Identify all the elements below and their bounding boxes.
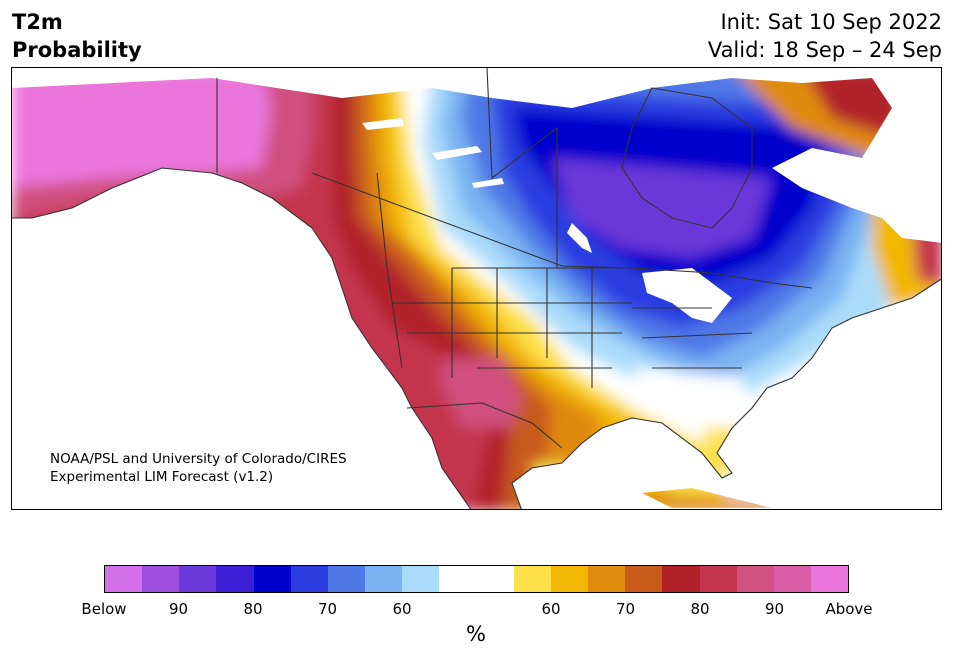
title-line-1: T2m <box>12 10 63 34</box>
colorbar-segment <box>290 566 328 592</box>
colorbar-tick-label: 80 <box>243 600 263 618</box>
colorbar-tick-label: 70 <box>615 600 636 618</box>
credit-line-1: NOAA/PSL and University of Colorado/CIRE… <box>50 451 347 467</box>
colorbar-tick-label: 90 <box>168 600 189 618</box>
colorbar-tick-label: 70 <box>317 600 338 618</box>
colorbar-segment <box>810 566 849 592</box>
valid-date: Valid: 18 Sep – 24 Sep <box>707 38 942 62</box>
forecast-dates: Init: Sat 10 Sep 2022 Valid: 18 Sep – 24… <box>708 8 942 64</box>
colorbar-segment <box>736 566 774 592</box>
colorbar-segment <box>476 566 514 592</box>
colorbar-segment <box>142 566 180 592</box>
colorbar-segment <box>253 566 291 592</box>
map-graphic <box>12 68 941 509</box>
colorbar-tick-label: 60 <box>541 600 561 618</box>
colorbar-tick-label: Above <box>825 600 873 618</box>
map-title: T2m Probability <box>12 8 142 64</box>
colorbar-segment <box>365 566 403 592</box>
colorbar-segment <box>588 566 626 592</box>
colorbar-segment <box>625 566 663 592</box>
probability-map: NOAA/PSL and University of Colorado/CIRE… <box>11 67 942 510</box>
colorbar-tick-label: 90 <box>764 600 785 618</box>
borders <box>12 68 941 509</box>
colorbar-segment <box>439 566 477 592</box>
credit-text: NOAA/PSL and University of Colorado/CIRE… <box>50 450 347 486</box>
colorbar-segment <box>105 566 143 592</box>
colorbar <box>104 565 849 593</box>
colorbar-segment <box>699 566 737 592</box>
lakes <box>362 118 732 323</box>
colorbar-segment <box>550 566 589 592</box>
colorbar-segment <box>773 566 811 592</box>
colorbar-segment <box>327 566 366 592</box>
title-line-2: Probability <box>12 38 142 62</box>
colorbar-unit: % <box>466 622 486 646</box>
colorbar-segment <box>662 566 700 592</box>
colorbar-tick-label: 60 <box>392 600 412 618</box>
colorbar-tick-label: Below <box>81 600 127 618</box>
colorbar-segment <box>216 566 254 592</box>
colorbar-segment <box>179 566 217 592</box>
colorbar-tick-label: 80 <box>690 600 710 618</box>
colorbar-segment <box>402 566 440 592</box>
credit-line-2: Experimental LIM Forecast (v1.2) <box>50 469 274 485</box>
init-date: Init: Sat 10 Sep 2022 <box>720 10 942 34</box>
colorbar-segment <box>513 566 551 592</box>
